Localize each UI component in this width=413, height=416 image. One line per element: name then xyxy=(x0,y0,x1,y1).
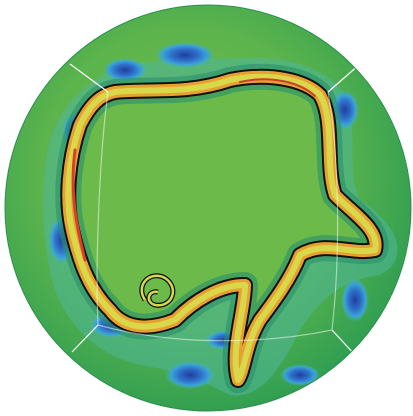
vortex xyxy=(165,361,215,389)
spiral xyxy=(139,273,176,308)
field xyxy=(43,42,398,396)
plateau xyxy=(68,76,376,380)
vortex xyxy=(103,58,147,82)
grid-lines xyxy=(69,63,361,357)
vortex xyxy=(155,42,215,68)
vortex xyxy=(280,364,320,386)
sphere-edge xyxy=(4,4,412,412)
front-ring xyxy=(55,63,389,393)
vortex xyxy=(341,278,369,322)
